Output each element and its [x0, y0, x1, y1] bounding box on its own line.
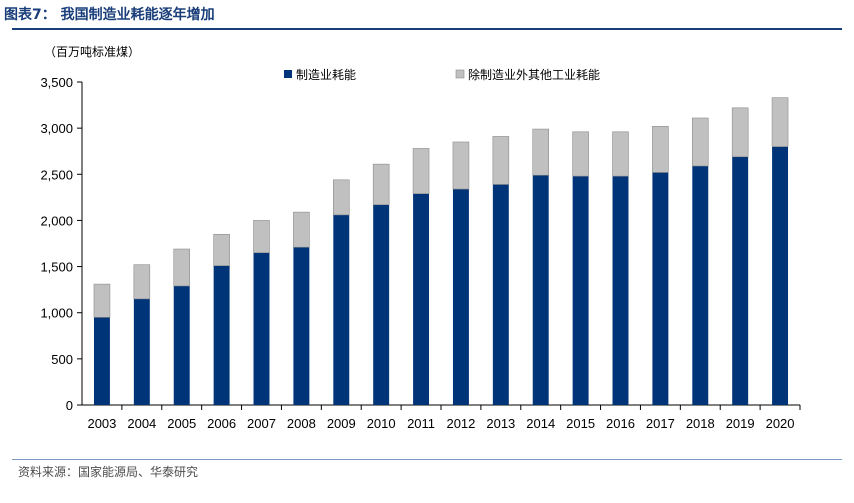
y-axis-unit-label: （百万吨标准煤） [44, 45, 140, 59]
bar-manufacturing [333, 214, 350, 405]
bar-other-industry [173, 248, 191, 287]
bar-other-industry [572, 131, 589, 177]
bar-other-industry [412, 148, 430, 194]
x-tick-label: 2015 [566, 416, 595, 431]
legend-label-manufacturing: 制造业耗能 [296, 68, 356, 82]
bar-other-industry [253, 220, 270, 254]
x-tick-label: 2020 [766, 416, 795, 431]
bar-manufacturing [692, 165, 709, 405]
y-tick-label: 3,500 [40, 75, 73, 90]
bar-other-industry [652, 125, 669, 173]
stacked-bar-chart: （百万吨标准煤） 0 500 1,000 1,500 2,000 2,500 3,000 3,5… [40, 45, 801, 431]
x-tick-label: 2006 [207, 416, 236, 431]
bar-manufacturing [772, 146, 789, 405]
y-tick-label: 1,000 [40, 306, 73, 321]
bar-manufacturing [413, 193, 430, 405]
x-tick-label: 2009 [327, 416, 356, 431]
bar-manufacturing [732, 156, 749, 405]
bar-manufacturing [133, 298, 150, 405]
bar-other-industry [213, 233, 230, 266]
bar-other-industry [452, 141, 470, 190]
source-divider [12, 459, 842, 460]
bar-manufacturing [612, 176, 629, 405]
bar-manufacturing [532, 175, 549, 405]
x-tick-label: 2005 [167, 416, 196, 431]
y-tick-label: 3,000 [40, 121, 73, 136]
y-tick-label: 1,500 [40, 260, 73, 275]
x-tick-label: 2013 [486, 416, 515, 431]
legend-swatch-other-industry [455, 69, 465, 79]
x-tick-label: 2003 [87, 416, 116, 431]
bar-manufacturing [373, 204, 390, 405]
x-tick-label: 2004 [127, 416, 156, 431]
bar-manufacturing [652, 172, 669, 405]
bar-manufacturing [253, 252, 270, 405]
y-tick-label: 2,500 [40, 167, 73, 182]
source-note: 资料来源：国家能源局、华泰研究 [18, 465, 199, 479]
x-tick-label: 2008 [287, 416, 316, 431]
bar-other-industry [332, 179, 350, 216]
x-tick-label: 2014 [526, 416, 555, 431]
bar-other-industry [771, 97, 789, 147]
x-tick-label: 2010 [367, 416, 396, 431]
legend-label-other-industry: 除制造业外其他工业耗能 [468, 67, 600, 82]
x-tick-label: 2012 [446, 416, 475, 431]
bar-other-industry [93, 283, 111, 318]
bar-other-industry [612, 131, 629, 177]
title-bar [12, 4, 842, 30]
bar-manufacturing [93, 317, 110, 405]
x-tick-label: 2007 [247, 416, 276, 431]
bar-manufacturing [173, 285, 190, 405]
x-tick-label: 2017 [646, 416, 675, 431]
bar-other-industry [691, 117, 709, 167]
bar-manufacturing [213, 265, 230, 405]
bar-other-industry [731, 107, 749, 158]
bar-other-industry [532, 128, 550, 176]
bar-manufacturing [572, 176, 589, 405]
figure-title: 图表7： 我国制造业耗能逐年增加 [4, 7, 215, 23]
x-tick-label: 2018 [686, 416, 715, 431]
x-tick-label: 2016 [606, 416, 635, 431]
y-tick-label: 0 [66, 398, 73, 413]
legend-swatch-manufacturing [284, 70, 292, 78]
x-tick-label: 2019 [726, 416, 755, 431]
x-tick-label: 2011 [407, 416, 435, 431]
bar-manufacturing [452, 189, 469, 405]
bar-other-industry [492, 136, 510, 185]
bar-other-industry [372, 163, 390, 206]
y-tick-label: 500 [51, 352, 73, 367]
y-tick-label: 2,000 [40, 213, 73, 228]
bar-other-industry [293, 211, 310, 248]
bar-other-industry [133, 264, 151, 300]
bar-manufacturing [492, 184, 509, 405]
bar-manufacturing [293, 247, 310, 405]
